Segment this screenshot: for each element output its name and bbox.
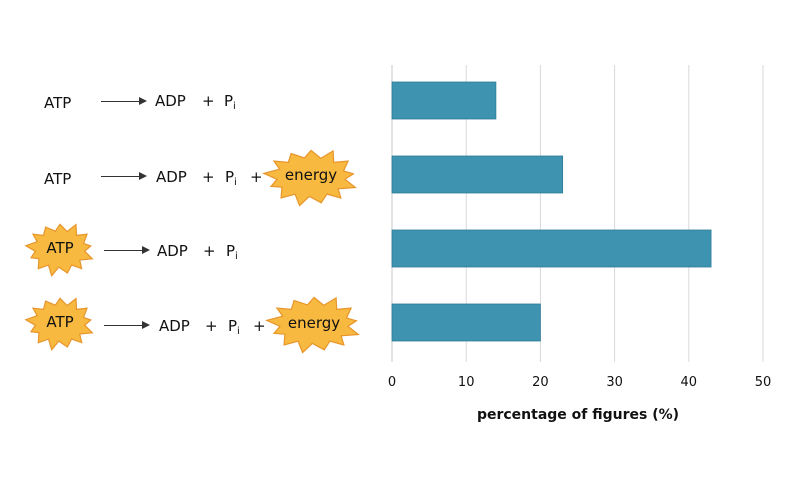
plus-sign: + xyxy=(202,168,215,186)
plus-sign: + xyxy=(203,242,216,260)
atp-text: ATP xyxy=(44,170,72,188)
bar-4 xyxy=(391,303,541,342)
bar-1 xyxy=(391,81,497,120)
row-label-2: ATP ADP + Pi + energy xyxy=(0,149,380,207)
pi-text: Pi xyxy=(224,92,236,112)
x-tick-label-50: 50 xyxy=(755,375,772,390)
starburst-shape xyxy=(24,297,94,351)
x-tick-label-0: 0 xyxy=(388,375,396,390)
reaction-arrow xyxy=(101,172,147,180)
energy-burst-icon: energy xyxy=(262,146,360,208)
starburst-shape xyxy=(262,149,357,207)
adp-text: ADP xyxy=(159,317,190,335)
x-tick-label-40: 40 xyxy=(681,375,698,390)
adp-text: ADP xyxy=(156,168,187,186)
row-label-1: ATP ADP + Pi xyxy=(0,78,380,128)
starburst-shape xyxy=(24,223,94,277)
x-tick-label-20: 20 xyxy=(532,375,549,390)
row-label-4: ATP ADP + Pi + energy xyxy=(0,296,380,354)
plus-sign: + xyxy=(250,168,263,186)
starburst-shape xyxy=(265,296,360,354)
x-axis-label: percentage of figures (%) xyxy=(476,407,680,423)
atp-burst-icon: ATP xyxy=(24,220,96,278)
plus-sign: + xyxy=(202,92,215,110)
bar-3 xyxy=(391,229,712,268)
plus-sign: + xyxy=(253,317,266,335)
reaction-arrow xyxy=(104,321,150,329)
energy-burst-icon: energy xyxy=(265,293,363,355)
plus-sign: + xyxy=(205,317,218,335)
x-tick-label-10: 10 xyxy=(458,375,475,390)
pi-text: Pi xyxy=(228,317,240,337)
pi-text: Pi xyxy=(225,168,237,188)
adp-text: ADP xyxy=(157,242,188,260)
atp-burst-icon: ATP xyxy=(24,294,96,352)
x-tick-label-30: 30 xyxy=(606,375,623,390)
reaction-arrow xyxy=(101,97,147,105)
atp-text: ATP xyxy=(44,94,72,112)
adp-text: ADP xyxy=(155,92,186,110)
pi-text: Pi xyxy=(226,242,238,262)
bar-2 xyxy=(391,155,564,194)
reaction-arrow xyxy=(104,246,150,254)
row-label-3: ATP ADP + Pi xyxy=(0,223,380,277)
